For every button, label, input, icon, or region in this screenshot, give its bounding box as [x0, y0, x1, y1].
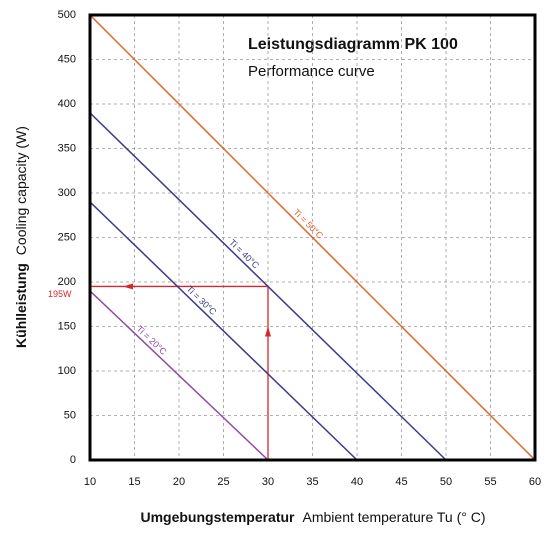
- chart-subtitle: Performance curve: [248, 63, 375, 80]
- series-label: Ti = 30°C: [184, 284, 218, 318]
- x-tick-label: 25: [217, 476, 229, 488]
- y-tick-label: 300: [58, 187, 76, 199]
- x-tick-label: 10: [84, 476, 96, 488]
- annotation-label: 195W: [48, 289, 72, 299]
- line: [89, 290, 269, 461]
- arrow: [265, 326, 271, 337]
- y-tick-label: 400: [58, 98, 76, 110]
- x-axis-title: Umgebungstemperatur Ambient temperature T…: [140, 509, 485, 525]
- x-tick-label: 60: [529, 476, 541, 488]
- x-tick-label: 20: [173, 476, 185, 488]
- chart-title: Leistungsdiagramm PK 100: [248, 36, 458, 53]
- y-label-group: Kühlleistung Cooling capacity (W): [13, 126, 29, 348]
- y-tick-label: 250: [58, 231, 76, 243]
- line: [89, 112, 447, 461]
- series-label: Ti = 20°C: [134, 324, 168, 357]
- x-tick-label: 35: [306, 476, 318, 488]
- x-tick-label: 40: [351, 476, 363, 488]
- x-tick-label: 50: [440, 476, 452, 488]
- y-tick-label: 150: [58, 320, 76, 332]
- y-axis-title: Kühlleistung Cooling capacity (W): [13, 126, 29, 348]
- x-label: Ambient temperature Tu (° C): [303, 509, 486, 525]
- y-label-bold: Kühlleistung: [13, 263, 29, 348]
- x-tick-label: 30: [262, 476, 274, 488]
- x-tick-label: 55: [484, 476, 496, 488]
- x-label-bold: Umgebungstemperatur: [140, 509, 295, 525]
- arrow: [123, 283, 133, 290]
- y-tick-label: 100: [58, 365, 76, 377]
- y-label: Cooling capacity (W): [13, 126, 29, 255]
- plot-frame: [88, 13, 537, 462]
- line: [89, 201, 358, 461]
- y-tick-label: 450: [58, 53, 76, 65]
- series-label: Ti = 50°C: [291, 207, 325, 241]
- y-tick-label: 50: [64, 409, 76, 421]
- series-label: Ti = 40°C: [227, 237, 261, 271]
- line: [89, 14, 536, 461]
- x-tick-label: 45: [395, 476, 407, 488]
- x-tick-label: 15: [128, 476, 140, 488]
- y-tick-label: 350: [58, 142, 76, 154]
- y-tick-label: 0: [70, 454, 76, 466]
- y-tick-label: 200: [58, 276, 76, 288]
- y-tick-label: 500: [58, 9, 76, 21]
